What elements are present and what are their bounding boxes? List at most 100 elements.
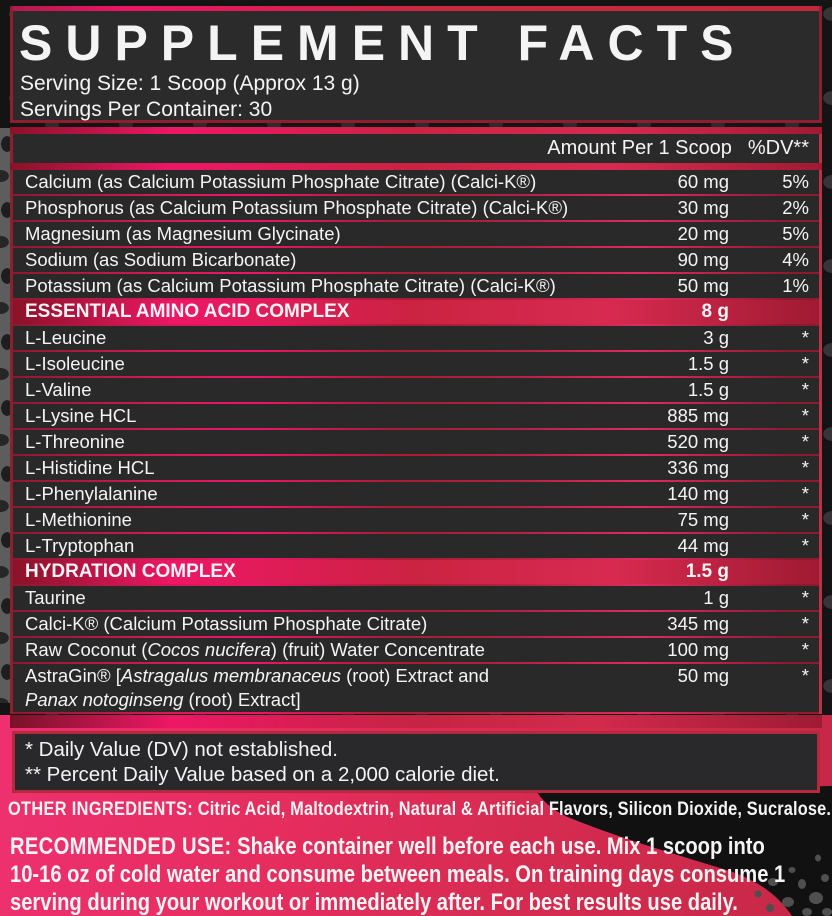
amount-value: 1 g: [703, 587, 729, 608]
other-ingredients-text: Citric Acid, Maltodextrin, Natural & Art…: [193, 799, 832, 820]
table-row: Magnesium (as Magnesium Glycinate) 20 mg 5…: [13, 222, 819, 246]
servings-per-container: Servings Per Container: 30: [20, 98, 273, 121]
nutrient-name: L-Lysine HCL: [25, 405, 137, 426]
table-row: Calci-K® (Calcium Potassium Phosphate Ci…: [13, 612, 819, 636]
footnote-dv-not-established: * Daily Value (DV) not established.: [25, 738, 338, 761]
row-separator: [13, 428, 819, 430]
pink-footer-section: * Daily Value (DV) not established. ** P…: [0, 715, 832, 916]
nutrient-name: AstraGin® [Astragalus membranaceus (root…: [25, 665, 490, 710]
dv-value: *: [801, 613, 809, 634]
dv-column-header: %DV**: [747, 137, 809, 159]
nutrient-name: Calci-K® (Calcium Potassium Phosphate Ci…: [25, 613, 428, 634]
table-row: L-Histidine HCL 336 mg *: [13, 456, 819, 480]
amount-value: 336 mg: [667, 457, 729, 478]
dv-value: *: [801, 327, 809, 348]
table-row: L-Leucine 3 g *: [13, 326, 819, 350]
nutrient-name: L-Phenylalanine: [25, 483, 158, 504]
gradient-bar: [10, 127, 822, 134]
dv-value: *: [801, 587, 809, 608]
nutrient-name: Taurine: [25, 587, 86, 608]
nutrient-name: HYDRATION COMPLEX: [25, 561, 236, 582]
row-separator: [13, 194, 819, 196]
amount-value: 885 mg: [667, 405, 729, 426]
camo-edge-strip: [0, 128, 11, 703]
amount-value: 520 mg: [667, 431, 729, 452]
table-row: Sodium (as Sodium Bicarbonate) 90 mg 4%: [13, 248, 819, 272]
footnote-percent-dv: ** Percent Daily Value based on a 2,000 …: [25, 763, 500, 786]
amount-value: 8 g: [701, 301, 729, 322]
dv-value: *: [801, 405, 809, 426]
gradient-top-line: [13, 6, 819, 11]
nutrient-name: L-Valine: [25, 379, 92, 400]
row-separator: [13, 324, 819, 326]
section-row: HYDRATION COMPLEX 1.5 g: [13, 560, 819, 584]
row-separator: [13, 220, 819, 222]
dv-value: 2%: [782, 197, 809, 218]
nutrient-table: Calcium (as Calcium Potassium Phosphate …: [10, 170, 822, 714]
nutrient-name: Raw Coconut (Cocos nucifera) (fruit) Wat…: [25, 639, 485, 660]
recommended-use-label: RECOMMENDED USE:: [10, 833, 232, 860]
recommended-use: RECOMMENDED USE: Shake container well be…: [10, 833, 822, 916]
row-separator: [13, 402, 819, 404]
dv-value: *: [801, 483, 809, 504]
table-row: Calcium (as Calcium Potassium Phosphate …: [13, 170, 819, 194]
row-separator: [13, 350, 819, 352]
leopard-blob: [537, 786, 832, 916]
table-row: L-Lysine HCL 885 mg *: [13, 404, 819, 428]
row-separator: [13, 584, 819, 586]
amount-value: 30 mg: [677, 197, 729, 218]
table-row: L-Threonine 520 mg *: [13, 430, 819, 454]
table-row: Raw Coconut (Cocos nucifera) (fruit) Wat…: [13, 638, 819, 662]
nutrient-name: L-Isoleucine: [25, 353, 125, 374]
table-row: Taurine 1 g *: [13, 586, 819, 610]
dv-value: *: [801, 457, 809, 478]
amount-value: 75 mg: [677, 509, 729, 530]
other-ingredients-label: OTHER INGREDIENTS:: [8, 799, 194, 820]
footnote-box: * Daily Value (DV) not established. ** P…: [12, 731, 820, 793]
amount-value: 20 mg: [677, 223, 729, 244]
nutrient-name: L-Threonine: [25, 431, 125, 452]
section-row: ESSENTIAL AMINO ACID COMPLEX 8 g: [13, 300, 819, 324]
nutrient-name: Magnesium (as Magnesium Glycinate): [25, 223, 341, 244]
amount-value: 50 mg: [677, 665, 729, 686]
recommended-use-text: Shake container well before each use. Mi…: [231, 833, 765, 860]
amount-value: 60 mg: [677, 171, 729, 192]
table-row: L-Methionine 75 mg *: [13, 508, 819, 532]
row-separator: [13, 298, 819, 300]
nutrient-name: Phosphorus (as Calcium Potassium Phospha…: [25, 197, 569, 218]
row-separator: [13, 506, 819, 508]
amount-value: 1.5 g: [687, 353, 729, 374]
table-row: L-Isoleucine 1.5 g *: [13, 352, 819, 376]
table-row: AstraGin® [Astragalus membranaceus (root…: [13, 664, 819, 712]
dv-value: 5%: [782, 223, 809, 244]
recommended-use-line: RECOMMENDED USE: Shake container well be…: [10, 833, 822, 861]
nutrient-name: ESSENTIAL AMINO ACID COMPLEX: [25, 301, 350, 322]
table-row: L-Tryptophan 44 mg *: [13, 534, 819, 558]
amount-value: 90 mg: [677, 249, 729, 270]
dv-value: *: [801, 431, 809, 452]
recommended-use-line: serving during your workout or immediate…: [10, 889, 738, 916]
nutrient-name: L-Tryptophan: [25, 535, 135, 556]
amount-value: 140 mg: [667, 483, 729, 504]
amount-value: 50 mg: [677, 275, 729, 296]
amount-value: 3 g: [703, 327, 729, 348]
column-header-band: Amount Per 1 Scoop %DV**: [10, 134, 822, 163]
amount-value: 1.5 g: [685, 561, 729, 582]
row-separator: [13, 558, 819, 560]
dv-value: *: [801, 379, 809, 400]
dv-value: 4%: [782, 249, 809, 270]
nutrient-name: L-Methionine: [25, 509, 132, 530]
gradient-bar: [10, 163, 822, 170]
other-ingredients: OTHER INGREDIENTS: Citric Acid, Maltodex…: [8, 799, 831, 821]
row-separator: [13, 610, 819, 612]
dv-value: *: [801, 353, 809, 374]
dv-value: 5%: [782, 171, 809, 192]
amount-value: 44 mg: [677, 535, 729, 556]
row-separator: [13, 272, 819, 274]
title-box: SUPPLEMENT FACTS Serving Size: 1 Scoop (…: [10, 6, 822, 123]
row-separator: [13, 376, 819, 378]
column-header: Amount Per 1 Scoop %DV**: [10, 127, 822, 170]
row-separator: [13, 636, 819, 638]
dv-value: *: [801, 509, 809, 530]
